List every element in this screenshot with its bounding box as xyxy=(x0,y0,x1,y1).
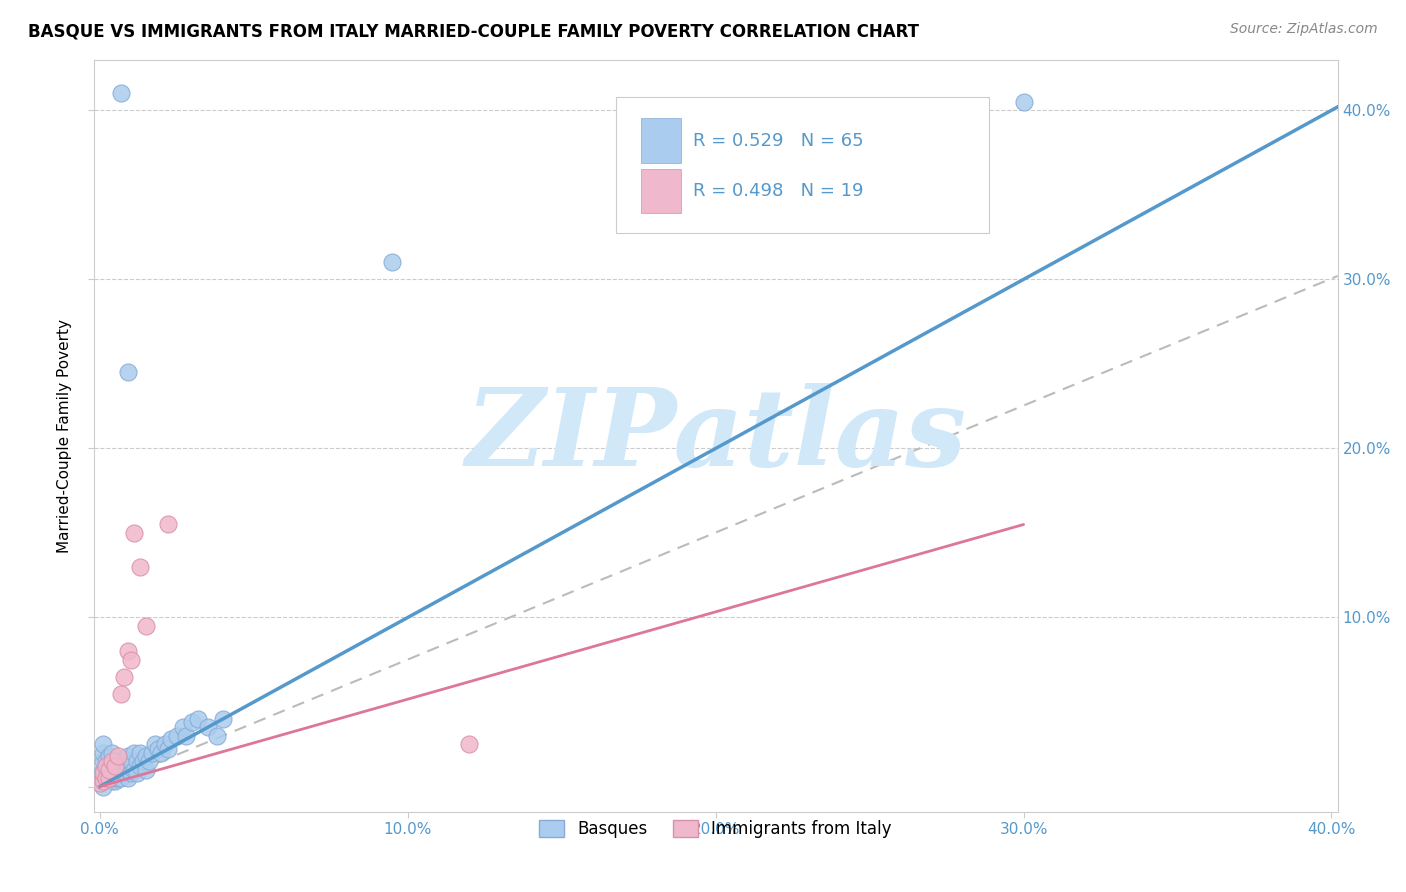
Point xyxy=(114,754,136,768)
Point xyxy=(135,749,157,764)
Point xyxy=(104,771,127,785)
Point xyxy=(94,754,117,768)
Point xyxy=(110,687,132,701)
Point xyxy=(104,774,127,789)
Point xyxy=(94,759,117,773)
Text: R = 0.498   N = 19: R = 0.498 N = 19 xyxy=(693,182,863,200)
Point xyxy=(117,365,139,379)
Point xyxy=(94,771,117,785)
Point xyxy=(91,746,114,760)
Point xyxy=(101,774,124,789)
Point xyxy=(117,644,139,658)
Point xyxy=(187,712,209,726)
Point xyxy=(132,754,155,768)
Text: Source: ZipAtlas.com: Source: ZipAtlas.com xyxy=(1230,22,1378,37)
Point xyxy=(205,729,228,743)
Point xyxy=(138,754,160,768)
Point xyxy=(128,746,150,760)
Point xyxy=(153,737,176,751)
Point xyxy=(159,732,181,747)
Point xyxy=(94,766,117,780)
Point xyxy=(110,763,132,777)
Point xyxy=(91,780,114,794)
Point xyxy=(166,729,188,743)
Point xyxy=(148,742,170,756)
Point xyxy=(122,525,145,540)
Point xyxy=(120,653,142,667)
Point xyxy=(104,763,127,777)
Point xyxy=(381,255,404,269)
Point xyxy=(89,776,111,790)
Point xyxy=(110,754,132,768)
Point xyxy=(114,766,136,780)
Point xyxy=(122,746,145,760)
FancyBboxPatch shape xyxy=(641,119,681,162)
Point xyxy=(174,729,197,743)
Point xyxy=(120,766,142,780)
Text: R = 0.529   N = 65: R = 0.529 N = 65 xyxy=(693,132,863,150)
Point xyxy=(110,87,132,101)
Point xyxy=(128,559,150,574)
Point xyxy=(98,749,121,764)
Point xyxy=(91,766,114,780)
Point xyxy=(91,763,114,777)
Point xyxy=(128,759,150,773)
Point xyxy=(117,763,139,777)
FancyBboxPatch shape xyxy=(641,169,681,213)
Point xyxy=(135,763,157,777)
Point xyxy=(125,754,148,768)
Point xyxy=(107,749,129,764)
Point xyxy=(114,670,136,684)
Point xyxy=(107,766,129,780)
Point xyxy=(98,763,121,777)
Point xyxy=(125,766,148,780)
Point xyxy=(91,754,114,768)
Point xyxy=(110,771,132,785)
Point xyxy=(101,759,124,773)
Point xyxy=(98,771,121,785)
Point xyxy=(150,746,173,760)
Text: BASQUE VS IMMIGRANTS FROM ITALY MARRIED-COUPLE FAMILY POVERTY CORRELATION CHART: BASQUE VS IMMIGRANTS FROM ITALY MARRIED-… xyxy=(28,22,920,40)
Point xyxy=(101,766,124,780)
Point xyxy=(104,754,127,768)
Point xyxy=(91,774,114,789)
Point xyxy=(117,771,139,785)
Point xyxy=(122,763,145,777)
Point xyxy=(135,619,157,633)
Point xyxy=(1012,95,1035,109)
Point xyxy=(94,771,117,785)
Point xyxy=(107,771,129,785)
Point xyxy=(89,771,111,785)
Point xyxy=(156,517,179,532)
Point xyxy=(101,746,124,760)
Point xyxy=(181,715,204,730)
Point xyxy=(458,737,481,751)
Point xyxy=(104,759,127,773)
Point xyxy=(98,771,121,785)
Point xyxy=(141,746,163,760)
Point xyxy=(91,737,114,751)
Point xyxy=(197,720,219,734)
Point xyxy=(104,759,127,773)
Legend: Basques, Immigrants from Italy: Basques, Immigrants from Italy xyxy=(533,814,898,845)
Point xyxy=(120,754,142,768)
Point xyxy=(104,766,127,780)
Point xyxy=(98,759,121,773)
Point xyxy=(98,763,121,777)
Point xyxy=(107,759,129,773)
Point xyxy=(117,749,139,764)
Point xyxy=(101,754,124,768)
Point xyxy=(172,720,194,734)
Point xyxy=(156,742,179,756)
FancyBboxPatch shape xyxy=(616,97,990,233)
Text: ZIPatlas: ZIPatlas xyxy=(465,383,966,489)
Point xyxy=(212,712,235,726)
Y-axis label: Married-Couple Family Poverty: Married-Couple Family Poverty xyxy=(58,318,72,553)
Point xyxy=(143,737,166,751)
